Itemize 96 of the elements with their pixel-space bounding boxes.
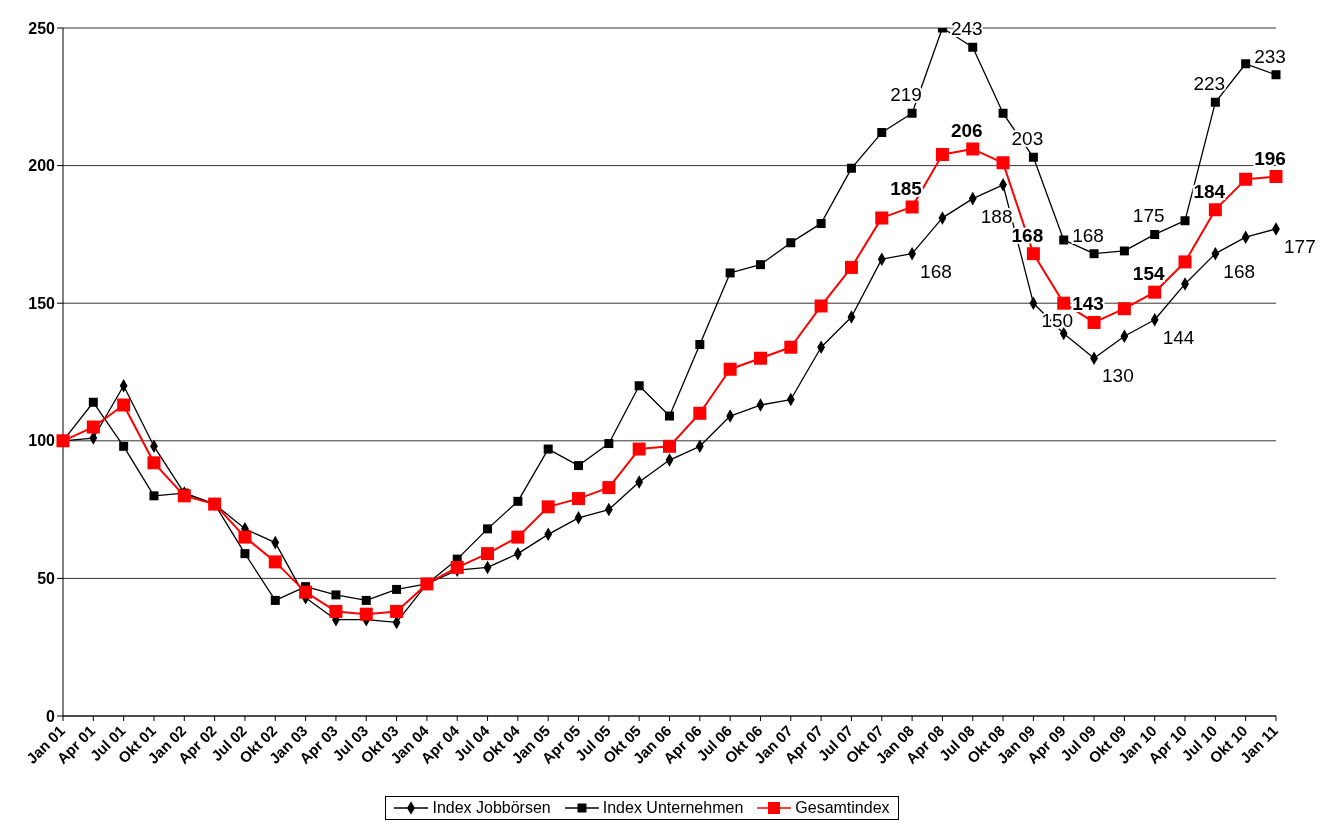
point <box>966 142 980 156</box>
point <box>816 218 826 228</box>
point <box>483 524 493 534</box>
data-label: 223 <box>1193 73 1226 95</box>
point <box>695 339 705 349</box>
point <box>331 590 341 600</box>
legend-label: Gesamtindex <box>794 799 890 817</box>
point <box>1089 249 1099 259</box>
data-label: 185 <box>890 177 923 199</box>
data-label: 184 <box>1193 180 1226 202</box>
point <box>299 585 313 599</box>
point <box>513 496 523 506</box>
point <box>632 442 646 456</box>
point <box>723 362 737 376</box>
point <box>1180 216 1190 226</box>
data-label: 168 <box>1223 260 1256 282</box>
point <box>1241 59 1251 69</box>
point <box>1117 302 1131 316</box>
point <box>846 163 856 173</box>
point <box>725 268 735 278</box>
y-tick-label: 0 <box>46 707 56 725</box>
point <box>392 584 402 594</box>
point <box>541 500 555 514</box>
point <box>390 604 404 618</box>
data-label: 233 <box>1254 45 1286 67</box>
data-label: 154 <box>1132 263 1165 285</box>
point <box>1026 247 1040 261</box>
data-label: 130 <box>1102 365 1134 387</box>
data-label: 168 <box>920 260 952 282</box>
point <box>270 595 280 605</box>
legend-label: Index Unternehmen <box>601 799 744 817</box>
legend-label: Index Jobbörsen <box>431 799 551 817</box>
point <box>1208 203 1222 217</box>
point <box>1178 255 1192 269</box>
point <box>968 42 978 52</box>
point <box>1210 97 1220 107</box>
point <box>877 128 887 138</box>
point <box>88 397 98 407</box>
point <box>604 439 614 449</box>
point <box>784 340 798 354</box>
data-label: 168 <box>1072 224 1104 246</box>
data-label: 143 <box>1072 293 1104 315</box>
point <box>875 211 889 225</box>
data-label: 206 <box>950 120 983 142</box>
point <box>572 492 586 506</box>
point <box>361 595 371 605</box>
point <box>905 200 919 214</box>
data-label: 177 <box>1284 235 1316 257</box>
point <box>1269 170 1283 184</box>
data-label: 144 <box>1162 326 1195 348</box>
point <box>481 547 495 561</box>
point <box>1119 246 1129 256</box>
data-label: 175 <box>1132 205 1165 227</box>
point <box>996 156 1010 170</box>
point <box>755 260 765 270</box>
point <box>119 441 129 451</box>
point <box>1087 315 1101 329</box>
point <box>240 549 250 559</box>
point <box>998 108 1008 118</box>
point <box>786 238 796 248</box>
point <box>814 299 828 313</box>
y-tick-label: 150 <box>28 294 56 312</box>
point <box>935 148 949 162</box>
point <box>543 444 553 454</box>
point <box>86 420 100 434</box>
point <box>1028 152 1038 162</box>
y-tick-label: 100 <box>28 432 56 450</box>
point <box>1271 70 1281 80</box>
point <box>663 439 676 453</box>
point <box>602 481 616 495</box>
point <box>1150 229 1160 239</box>
point <box>329 604 343 618</box>
y-tick-label: 250 <box>28 19 56 37</box>
point <box>1239 172 1253 186</box>
point <box>149 491 159 501</box>
point <box>665 411 674 421</box>
point <box>693 406 707 420</box>
point <box>117 398 131 412</box>
y-tick-label: 200 <box>28 157 56 175</box>
data-label: 196 <box>1254 147 1286 169</box>
point <box>1057 296 1071 310</box>
data-label: 188 <box>980 205 1013 227</box>
point <box>511 530 525 544</box>
point <box>268 555 282 569</box>
point <box>1059 235 1069 245</box>
data-label: 243 <box>950 18 983 40</box>
point <box>359 607 373 621</box>
point <box>1148 285 1162 299</box>
point <box>634 381 644 391</box>
point <box>238 530 252 544</box>
point <box>907 108 917 118</box>
point <box>147 456 161 470</box>
y-tick-label: 50 <box>37 570 56 588</box>
point <box>753 351 767 365</box>
point <box>574 461 584 471</box>
point <box>844 260 858 274</box>
